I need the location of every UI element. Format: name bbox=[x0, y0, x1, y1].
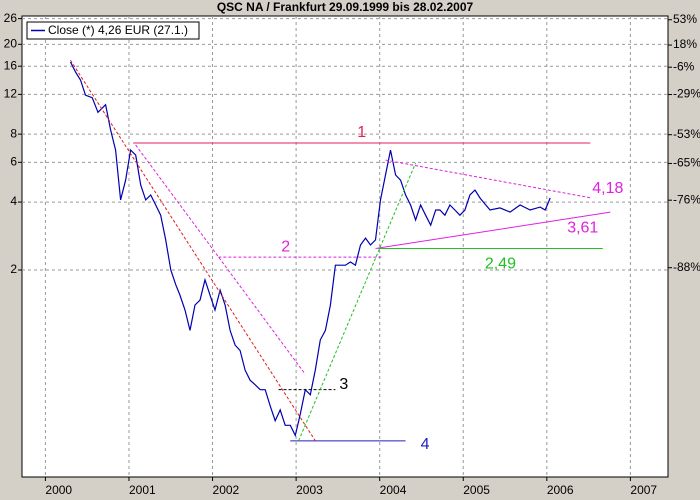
x-tick-label: 2004 bbox=[380, 483, 407, 497]
trend-line bbox=[135, 144, 306, 375]
legend-label: Close (*) 4,26 EUR (27.1.) bbox=[48, 23, 188, 37]
y2-tick-label: 18% bbox=[673, 37, 697, 51]
annotation: 3 bbox=[339, 376, 348, 393]
y2-tick-label: -65% bbox=[673, 156, 700, 170]
chart-title: QSC NA / Frankfurt 29.09.1999 bis 28.02.… bbox=[217, 0, 474, 14]
trend-line bbox=[375, 211, 611, 250]
x-tick-label: 2003 bbox=[296, 483, 323, 497]
annotation: 2,49 bbox=[485, 256, 516, 273]
annotation: 3,61 bbox=[567, 219, 598, 236]
annotation: 4 bbox=[421, 436, 430, 453]
y-tick-label: 8 bbox=[10, 126, 17, 140]
annotation: 2 bbox=[281, 238, 290, 255]
y-tick-label: 26 bbox=[4, 11, 18, 25]
price-line bbox=[69, 61, 551, 438]
legend bbox=[26, 21, 200, 40]
trend-line bbox=[70, 59, 316, 442]
y2-tick-label: -29% bbox=[673, 87, 700, 101]
y-tick-label: 12 bbox=[4, 87, 18, 101]
y2-tick-label: -6% bbox=[673, 59, 695, 73]
y-tick-label: 4 bbox=[10, 194, 17, 208]
y-tick-label: 6 bbox=[10, 154, 17, 168]
x-tick-label: 2007 bbox=[630, 483, 657, 497]
annotation: 4,18 bbox=[592, 180, 623, 197]
y-tick-label: 20 bbox=[4, 36, 18, 50]
trend-line bbox=[298, 162, 417, 442]
x-tick-label: 2006 bbox=[547, 483, 574, 497]
x-tick-label: 2001 bbox=[129, 483, 156, 497]
y2-tick-label: -53% bbox=[673, 127, 700, 141]
x-tick-label: 2000 bbox=[45, 483, 72, 497]
y-tick-label: 2 bbox=[10, 262, 17, 276]
y2-tick-label: -88% bbox=[673, 260, 700, 274]
y2-tick-label: -76% bbox=[673, 192, 700, 206]
x-tick-label: 2002 bbox=[213, 483, 240, 497]
y-tick-label: 16 bbox=[4, 58, 18, 72]
plot-area bbox=[21, 15, 669, 478]
y2-tick-label: 53% bbox=[673, 12, 697, 26]
annotation: 1 bbox=[357, 124, 366, 141]
x-tick-label: 2005 bbox=[463, 483, 490, 497]
